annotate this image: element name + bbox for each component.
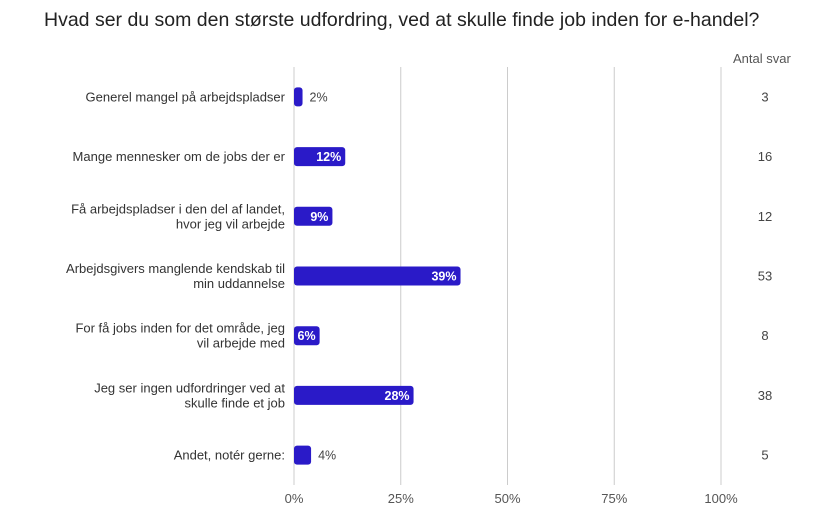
category-label: Arbejdsgivers manglende kendskab til min … <box>66 261 285 291</box>
bar <box>294 206 333 226</box>
data-label: 9% <box>310 210 328 224</box>
count-value: 16 <box>758 149 772 164</box>
x-tick-label: 0% <box>285 491 304 506</box>
data-label: 6% <box>298 329 316 343</box>
x-tick-label: 100% <box>704 491 738 506</box>
bar <box>294 326 320 346</box>
category-label: Jeg ser ingen udfordringer ved at skulle … <box>94 380 285 410</box>
bar <box>294 147 346 167</box>
category-label: For få jobs inden for det område, jeg vil… <box>75 321 285 351</box>
x-tick-label: 75% <box>601 491 627 506</box>
bar <box>294 445 312 465</box>
bar <box>294 385 414 405</box>
count-column-header: Antal svar <box>733 51 791 66</box>
count-value: 38 <box>758 388 772 403</box>
count-value: 3 <box>761 89 768 104</box>
count-value: 12 <box>758 209 772 224</box>
category-label: Mange mennesker om de jobs der er <box>73 149 286 164</box>
data-label: 12% <box>316 150 341 164</box>
data-label: 39% <box>431 270 456 284</box>
bar <box>294 87 303 107</box>
data-label: 28% <box>385 389 410 403</box>
x-tick-label: 50% <box>494 491 520 506</box>
data-label: 2% <box>310 90 328 104</box>
chart-title: Hvad ser du som den største udfordring, … <box>44 9 760 31</box>
category-label: Generel mangel på arbejdspladser <box>86 89 286 104</box>
category-label: Få arbejdspladser i den del af landet, hv… <box>71 201 285 231</box>
x-tick-label: 25% <box>388 491 414 506</box>
count-value: 53 <box>758 269 772 284</box>
count-value: 8 <box>761 328 768 343</box>
category-label: Andet, notér gerne: <box>174 448 285 463</box>
bar <box>294 266 461 286</box>
data-label: 4% <box>318 449 336 463</box>
count-value: 5 <box>761 448 768 463</box>
